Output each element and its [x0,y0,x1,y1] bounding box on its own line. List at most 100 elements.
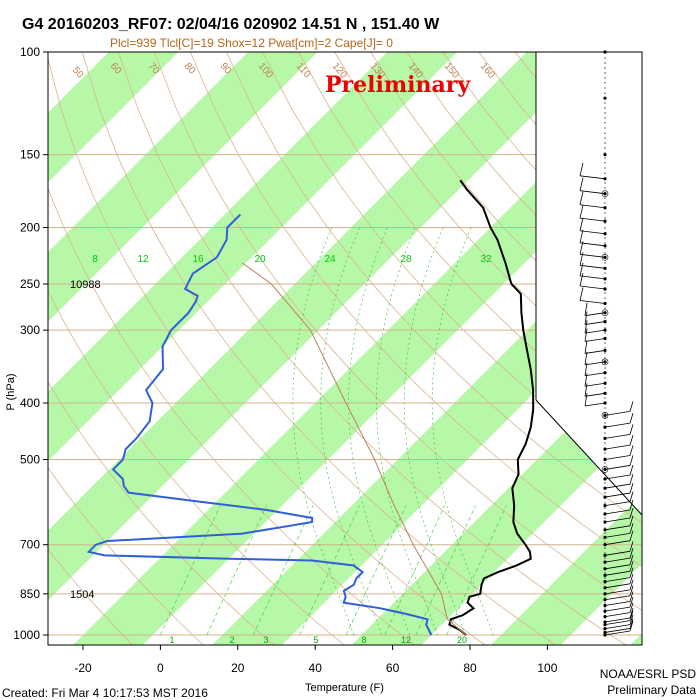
wind-barb-column [535,50,643,637]
wind-barb-shaft [579,253,606,258]
barb-station-dot [603,615,607,619]
height-label: 10988 [70,279,101,291]
barb-station-dot [603,609,607,613]
wind-barb-shaft [604,630,631,636]
mixing-ratio-label: 32 [480,254,492,265]
x-tick-label: 20 [231,661,245,675]
x-tick-label: 0 [157,661,164,675]
dry-adiabat [153,52,642,611]
y-tick-label: 100 [20,45,40,59]
dry-adiabat [48,548,134,645]
wind-barb-shaft [604,583,631,589]
wind-barb-shaft [584,372,606,377]
wind-barb-flag [629,474,634,485]
wind-barb-shaft [584,312,606,317]
wind-barb-shaft [604,525,631,531]
wind-barb-flag [584,351,588,365]
mixing-ratio-label: 28 [400,254,412,265]
wind-barb-shaft [604,444,631,450]
wind-barb-flag [629,607,634,619]
wind-barb-flag [629,455,634,466]
mixing-ratio-label-bottom: 12 [401,635,411,645]
wind-barb-shaft [584,361,606,366]
mixing-ratio-line [446,505,507,636]
wind-barb-flag [629,620,634,632]
chart-title: G4 20160203_RF07: 02/04/16 020902 14.51 … [22,16,440,33]
wind-barb-shaft [584,321,606,325]
wind-barb-flag [629,530,634,541]
barb-station-dot [603,620,607,624]
mixing-ratio-label: 12 [137,254,149,265]
wind-barb-flag [629,424,634,435]
x-tick-label: 60 [386,661,400,675]
barb-station-ring [601,190,609,197]
mixing-ratio-label: 8 [92,254,98,265]
mixing-ratio-label: 16 [192,254,204,265]
wind-barb-shaft [604,550,631,556]
dry-adiabat [48,466,204,645]
barb-station-ring [601,466,609,473]
wind-barb-flag [629,567,634,578]
barb-station-dot [603,573,607,577]
wind-barb-flag [629,561,634,572]
mixing-ratio-line [253,505,314,636]
wind-barb-shaft [604,433,631,439]
isotherm-band [48,52,597,601]
dry-adiabat [48,290,345,645]
mixing-ratio-label: 20 [254,254,266,265]
wind-barb-flag [629,445,634,456]
dry-adiabat [334,52,642,398]
wind-barb-shaft [579,190,606,195]
wind-barb-shaft [584,392,606,397]
wind-barb-shaft [604,455,631,460]
mixing-ratio-line [206,505,267,636]
wind-barb-flag [629,610,634,621]
wind-barb-flag [629,573,634,584]
wind-barb-shaft [604,589,631,595]
y-tick-label: 150 [20,148,40,162]
dry-adiabat [48,57,486,645]
dry-adiabat [659,52,700,647]
barb-station-dot [603,96,607,100]
barb-station-ring [601,412,609,419]
isotherm-band [48,52,179,183]
mixing-ratio-label-bottom: 20 [457,635,467,645]
wind-barb-flag [584,383,588,397]
y-tick-label: 700 [20,538,40,552]
wind-barb-flag [629,618,634,629]
plot-frame [47,51,643,646]
wind-barb-shaft [604,509,631,515]
x-tick-label: 80 [463,661,477,675]
wind-barb-shaft [604,601,631,606]
wind-barb-flag [629,401,634,412]
wind-barb-shaft [579,217,606,222]
mixing-ratio-line [345,505,407,636]
barb-station-ring [601,358,609,366]
wind-barb-shaft [584,350,606,354]
wind-barb-shaft [584,329,606,334]
isotherm-band [490,493,642,645]
isotherm-band [212,215,642,645]
dry-adiabat [48,381,275,645]
wind-barb-shaft [604,492,631,498]
barb-station-dot [603,626,607,631]
footer-status: Preliminary Data [607,683,696,697]
wind-barb-shaft [604,606,631,612]
wind-barb-shaft [604,595,631,601]
mixing-ratio-line [160,505,221,636]
wind-barb-shaft [604,564,631,570]
wind-barb-shaft [604,570,631,576]
y-tick-label: 200 [20,221,40,235]
wind-barb-shaft [604,501,631,507]
wind-barb-shaft [604,465,631,470]
wind-barb-shaft [579,264,606,269]
wind-barb-shaft [604,422,631,428]
wind-barb-flag [629,507,634,519]
dry-adiabat [190,52,642,567]
wind-barb-flag [629,585,634,596]
wind-barb-shaft [604,483,631,489]
wind-barb-flag [629,602,634,613]
height-label: 1504 [70,589,94,601]
footer-org: NOAA/ESRL PSD [600,667,697,681]
wind-barb-flag [629,491,634,502]
